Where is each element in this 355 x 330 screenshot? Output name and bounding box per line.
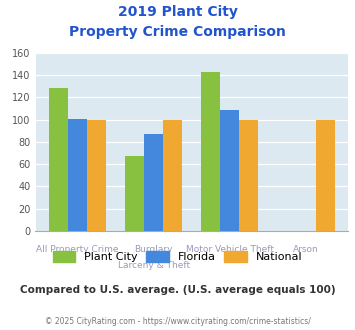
Bar [316, 119, 334, 231]
Bar [220, 110, 239, 231]
Text: Arson: Arson [293, 245, 319, 254]
Bar [49, 88, 68, 231]
Bar [68, 118, 87, 231]
Bar [144, 134, 163, 231]
Text: © 2025 CityRating.com - https://www.cityrating.com/crime-statistics/: © 2025 CityRating.com - https://www.city… [45, 317, 310, 326]
Text: Compared to U.S. average. (U.S. average equals 100): Compared to U.S. average. (U.S. average … [20, 285, 335, 295]
Bar [125, 156, 144, 231]
Bar [239, 119, 258, 231]
Bar [163, 119, 182, 231]
Legend: Plant City, Florida, National: Plant City, Florida, National [48, 247, 307, 267]
Text: Burglary: Burglary [134, 245, 173, 254]
Bar [201, 72, 220, 231]
Bar [87, 119, 106, 231]
Text: All Property Crime: All Property Crime [36, 245, 119, 254]
Text: Property Crime Comparison: Property Crime Comparison [69, 25, 286, 39]
Text: Larceny & Theft: Larceny & Theft [118, 261, 190, 270]
Text: 2019 Plant City: 2019 Plant City [118, 5, 237, 19]
Text: Motor Vehicle Theft: Motor Vehicle Theft [186, 245, 274, 254]
